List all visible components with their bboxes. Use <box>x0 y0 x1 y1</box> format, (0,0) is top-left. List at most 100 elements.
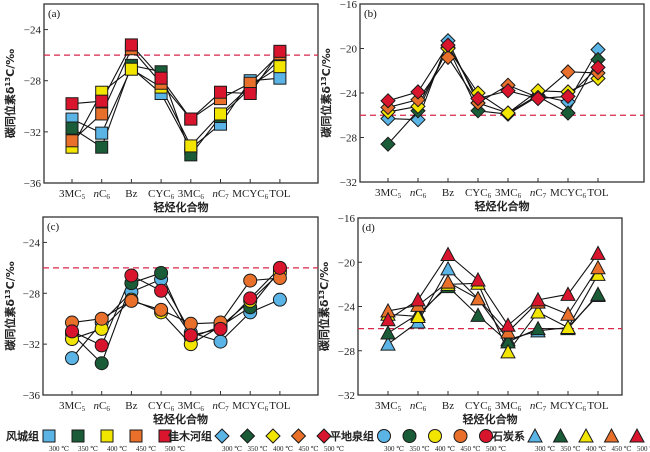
x-tick-label: MCYC6 <box>550 400 586 413</box>
legend-temp-label: 500 ℃ <box>324 445 344 452</box>
plot-frame <box>43 3 319 184</box>
data-point <box>380 93 396 109</box>
data-point <box>95 94 109 108</box>
y-tick-label: −36 <box>24 178 42 190</box>
x-tick-label: 3MC6 <box>178 400 205 413</box>
y-tick-label: −28 <box>340 133 358 145</box>
data-point <box>65 324 79 339</box>
data-point <box>500 105 516 121</box>
data-point <box>470 103 486 119</box>
data-point <box>440 37 456 53</box>
data-point <box>470 290 486 306</box>
plot-frame <box>42 216 319 396</box>
x-tick-label: CYC6 <box>148 188 175 201</box>
y-axis-title: 碳同位素δ13C/‰ <box>317 262 331 351</box>
data-point <box>590 245 606 260</box>
x-tick-label: CYC6 <box>148 400 175 413</box>
data-point <box>410 291 426 307</box>
data-point <box>500 343 516 359</box>
x-tick-label: 3MC5 <box>59 188 86 201</box>
x-tick-label: MCYC6 <box>550 187 586 200</box>
y-tick-label: −28 <box>24 76 42 88</box>
y-axis-title: 碳同位素δ13C/‰ <box>3 261 17 350</box>
data-point <box>154 265 169 280</box>
data-point <box>95 126 109 140</box>
y-tick-label: −28 <box>338 346 356 358</box>
data-point <box>380 324 396 340</box>
legend-marker <box>402 429 417 443</box>
legend-marker <box>552 427 569 443</box>
legend-temp-label: 450 ℃ <box>136 445 156 452</box>
y-tick-label: −16 <box>340 0 358 11</box>
y-tick-label: −24 <box>338 302 356 314</box>
data-point <box>530 320 546 336</box>
legend-marker <box>453 429 468 443</box>
data-point <box>410 84 426 100</box>
x-tick-label: MCYC6 <box>232 188 268 201</box>
data-point <box>440 274 456 289</box>
legend-group-label: 佳木河组 <box>168 429 212 443</box>
x-tick-label: TOL <box>269 188 290 200</box>
legend-marker <box>316 428 332 444</box>
data-point <box>273 71 287 85</box>
series-line <box>387 267 599 345</box>
panel-label: (c) <box>47 221 60 233</box>
y-tick-label: −20 <box>338 257 356 269</box>
data-point <box>95 107 109 121</box>
data-point <box>183 328 198 343</box>
panel-label: (d) <box>362 222 375 234</box>
plot-frame <box>357 217 623 396</box>
data-point <box>213 321 228 336</box>
y-axis-title: 碳同位素δ13C/‰ <box>3 49 17 138</box>
legend-temp-label: 300 ℃ <box>535 445 555 452</box>
x-tick-label: 3MC6 <box>495 187 522 200</box>
legend-marker <box>42 429 56 443</box>
data-point <box>94 356 109 371</box>
legend-temp-label: 350 ℃ <box>560 445 580 452</box>
x-tick-label: CYC6 <box>465 187 492 200</box>
panel-b: −16 −20 −24 −28 −32 3MC5 nC6 Bz CYC6 3MC6 nC7 MCYC6… <box>319 0 645 213</box>
x-tick-label: Bz <box>442 187 454 199</box>
data-point <box>184 112 198 126</box>
data-point <box>500 317 516 332</box>
data-point <box>560 306 576 321</box>
legend-group: 佳木河组 300 ℃ 350 ℃ 400 ℃ 450 ℃ 500 ℃ <box>168 428 344 452</box>
legend-temp-label: 500 ℃ <box>486 445 506 452</box>
y-tick-label: −24 <box>340 88 358 100</box>
legend-marker <box>527 427 543 443</box>
y-tick-label: −36 <box>23 390 41 402</box>
data-point <box>243 87 257 100</box>
data-point <box>380 311 396 327</box>
data-point <box>272 260 287 275</box>
data-point <box>410 308 426 323</box>
data-point <box>95 140 109 154</box>
data-point <box>590 259 606 275</box>
data-point <box>124 268 139 283</box>
legend-temp-label: 400 ℃ <box>273 445 293 452</box>
data-point <box>94 338 109 353</box>
y-tick-label: −24 <box>24 25 42 37</box>
legend-group: 石炭系 300 ℃ 350 ℃ 400 ℃ 450 ℃ 500 ℃ <box>491 427 650 452</box>
data-point <box>213 334 228 349</box>
legend-group: 风城组 300 ℃ 350 ℃ 400 ℃ 450 ℃ 500 ℃ <box>6 429 185 452</box>
data-point <box>65 97 79 111</box>
data-point <box>94 311 109 326</box>
data-point <box>124 293 139 308</box>
series-line <box>387 253 599 327</box>
legend-group-label: 平地泉组 <box>330 429 374 443</box>
data-point <box>214 107 227 121</box>
data-point <box>440 246 456 262</box>
data-point <box>273 44 287 58</box>
panel-a: −24 −28 −32 −36 3MC5 nC6 Bz CYC6 3MC6 nC7 MCYC6 TOL… <box>3 3 319 214</box>
data-point <box>124 62 138 76</box>
legend-temp-label: 350 ℃ <box>409 445 429 452</box>
data-point <box>214 85 227 99</box>
x-tick-label: 3MC6 <box>495 400 522 413</box>
x-tick-label: nC6 <box>410 187 427 200</box>
y-tick-label: −32 <box>340 177 357 189</box>
y-tick-label: −32 <box>24 127 41 139</box>
legend-group: 平地泉组 300 ℃ 350 ℃ 400 ℃ 450 ℃ 500 ℃ <box>330 429 506 452</box>
legend-marker <box>479 429 493 443</box>
data-point <box>590 59 606 76</box>
legend-marker <box>158 429 172 443</box>
